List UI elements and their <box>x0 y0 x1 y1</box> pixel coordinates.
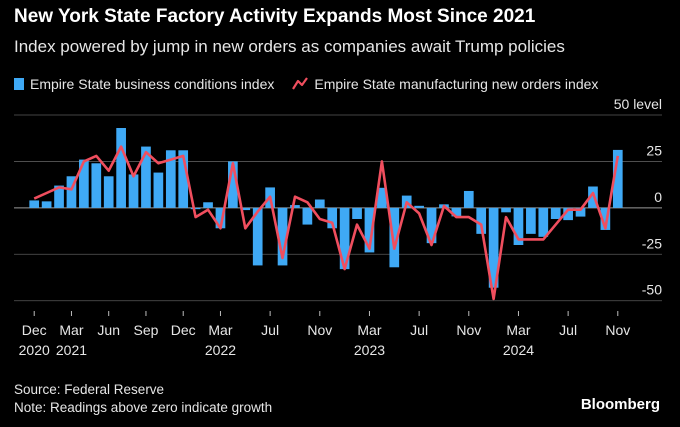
x-tick-year: 2024 <box>503 342 534 358</box>
bar <box>103 176 114 208</box>
chart-subtitle: Index powered by jump in new orders as c… <box>14 37 565 56</box>
bar <box>91 163 102 208</box>
x-tick-month: Mar <box>59 322 83 338</box>
bar <box>377 187 387 208</box>
x-tick-month: Jul <box>559 322 577 338</box>
x-tick-month: Nov <box>456 322 481 338</box>
bar <box>203 202 213 208</box>
x-tick-month: Mar <box>506 322 530 338</box>
legend-bar-label: Empire State business conditions index <box>30 76 275 92</box>
bar <box>414 205 424 208</box>
bar <box>54 185 64 208</box>
x-tick-month: Jul <box>261 322 279 338</box>
bar <box>364 207 375 253</box>
bar <box>29 200 40 208</box>
legend: Empire State business conditions index E… <box>14 76 616 92</box>
y-tick-label: 50 level <box>614 96 662 112</box>
bar <box>277 207 288 266</box>
y-tick-label: -25 <box>642 235 662 251</box>
bar <box>600 207 611 230</box>
x-tick-month: Dec <box>171 322 196 338</box>
bar <box>513 207 524 245</box>
bar <box>215 207 226 229</box>
growth-note: Note: Readings above zero indicate growt… <box>14 400 273 415</box>
bar <box>153 172 164 208</box>
bar <box>575 207 586 217</box>
x-tick-month: Nov <box>605 322 630 338</box>
legend-item-bars: Empire State business conditions index <box>14 76 274 92</box>
x-tick-year: 2020 <box>19 342 50 358</box>
bar <box>563 207 573 221</box>
x-tick-month: Dec <box>22 322 47 338</box>
bar <box>501 207 511 213</box>
x-tick-month: Nov <box>307 322 332 338</box>
bar <box>352 207 362 219</box>
bar <box>141 146 151 208</box>
bar <box>339 207 350 270</box>
bar <box>41 201 52 208</box>
legend-line-label: Empire State manufacturing new orders in… <box>314 76 599 92</box>
y-tick-label: 0 <box>654 189 662 205</box>
bar <box>488 207 499 288</box>
x-tick-year: 2021 <box>56 342 87 358</box>
bar <box>66 176 77 208</box>
bar <box>302 207 313 225</box>
bar <box>612 149 623 208</box>
bar <box>463 190 474 208</box>
bar <box>79 159 89 208</box>
bar <box>314 199 325 208</box>
bar <box>389 207 400 268</box>
y-tick-label: 25 <box>646 142 662 158</box>
x-tick-year: 2023 <box>354 342 385 358</box>
bar <box>588 186 598 208</box>
bar <box>290 205 300 208</box>
bar <box>228 161 238 208</box>
source-note: Source: Federal Reserve <box>14 382 165 397</box>
x-tick-month: Mar <box>208 322 232 338</box>
bar <box>116 128 126 208</box>
legend-bar-swatch <box>14 78 24 90</box>
bar <box>526 207 536 234</box>
bar <box>327 207 338 229</box>
bar <box>550 207 561 219</box>
x-tick-month: Jun <box>97 322 120 338</box>
bloomberg-logo: Bloomberg <box>580 396 660 413</box>
x-tick-month: Mar <box>357 322 381 338</box>
x-tick-month: Jul <box>410 322 428 338</box>
new-orders-line <box>33 145 620 301</box>
bar <box>451 207 462 217</box>
bar <box>476 207 487 234</box>
legend-line-swatch <box>292 77 309 90</box>
bar <box>252 207 263 266</box>
legend-item-line: Empire State manufacturing new orders in… <box>292 76 598 92</box>
x-tick-year: 2022 <box>205 342 236 358</box>
x-tick-month: Sep <box>133 322 158 338</box>
bar <box>128 174 139 208</box>
bar <box>240 207 251 211</box>
y-tick-label: -50 <box>642 282 662 298</box>
bar <box>190 207 201 210</box>
bar <box>165 150 176 208</box>
bar <box>178 150 189 208</box>
chart-title: New York State Factory Activity Expands … <box>14 6 536 27</box>
bar <box>426 207 437 244</box>
bar <box>538 207 549 237</box>
